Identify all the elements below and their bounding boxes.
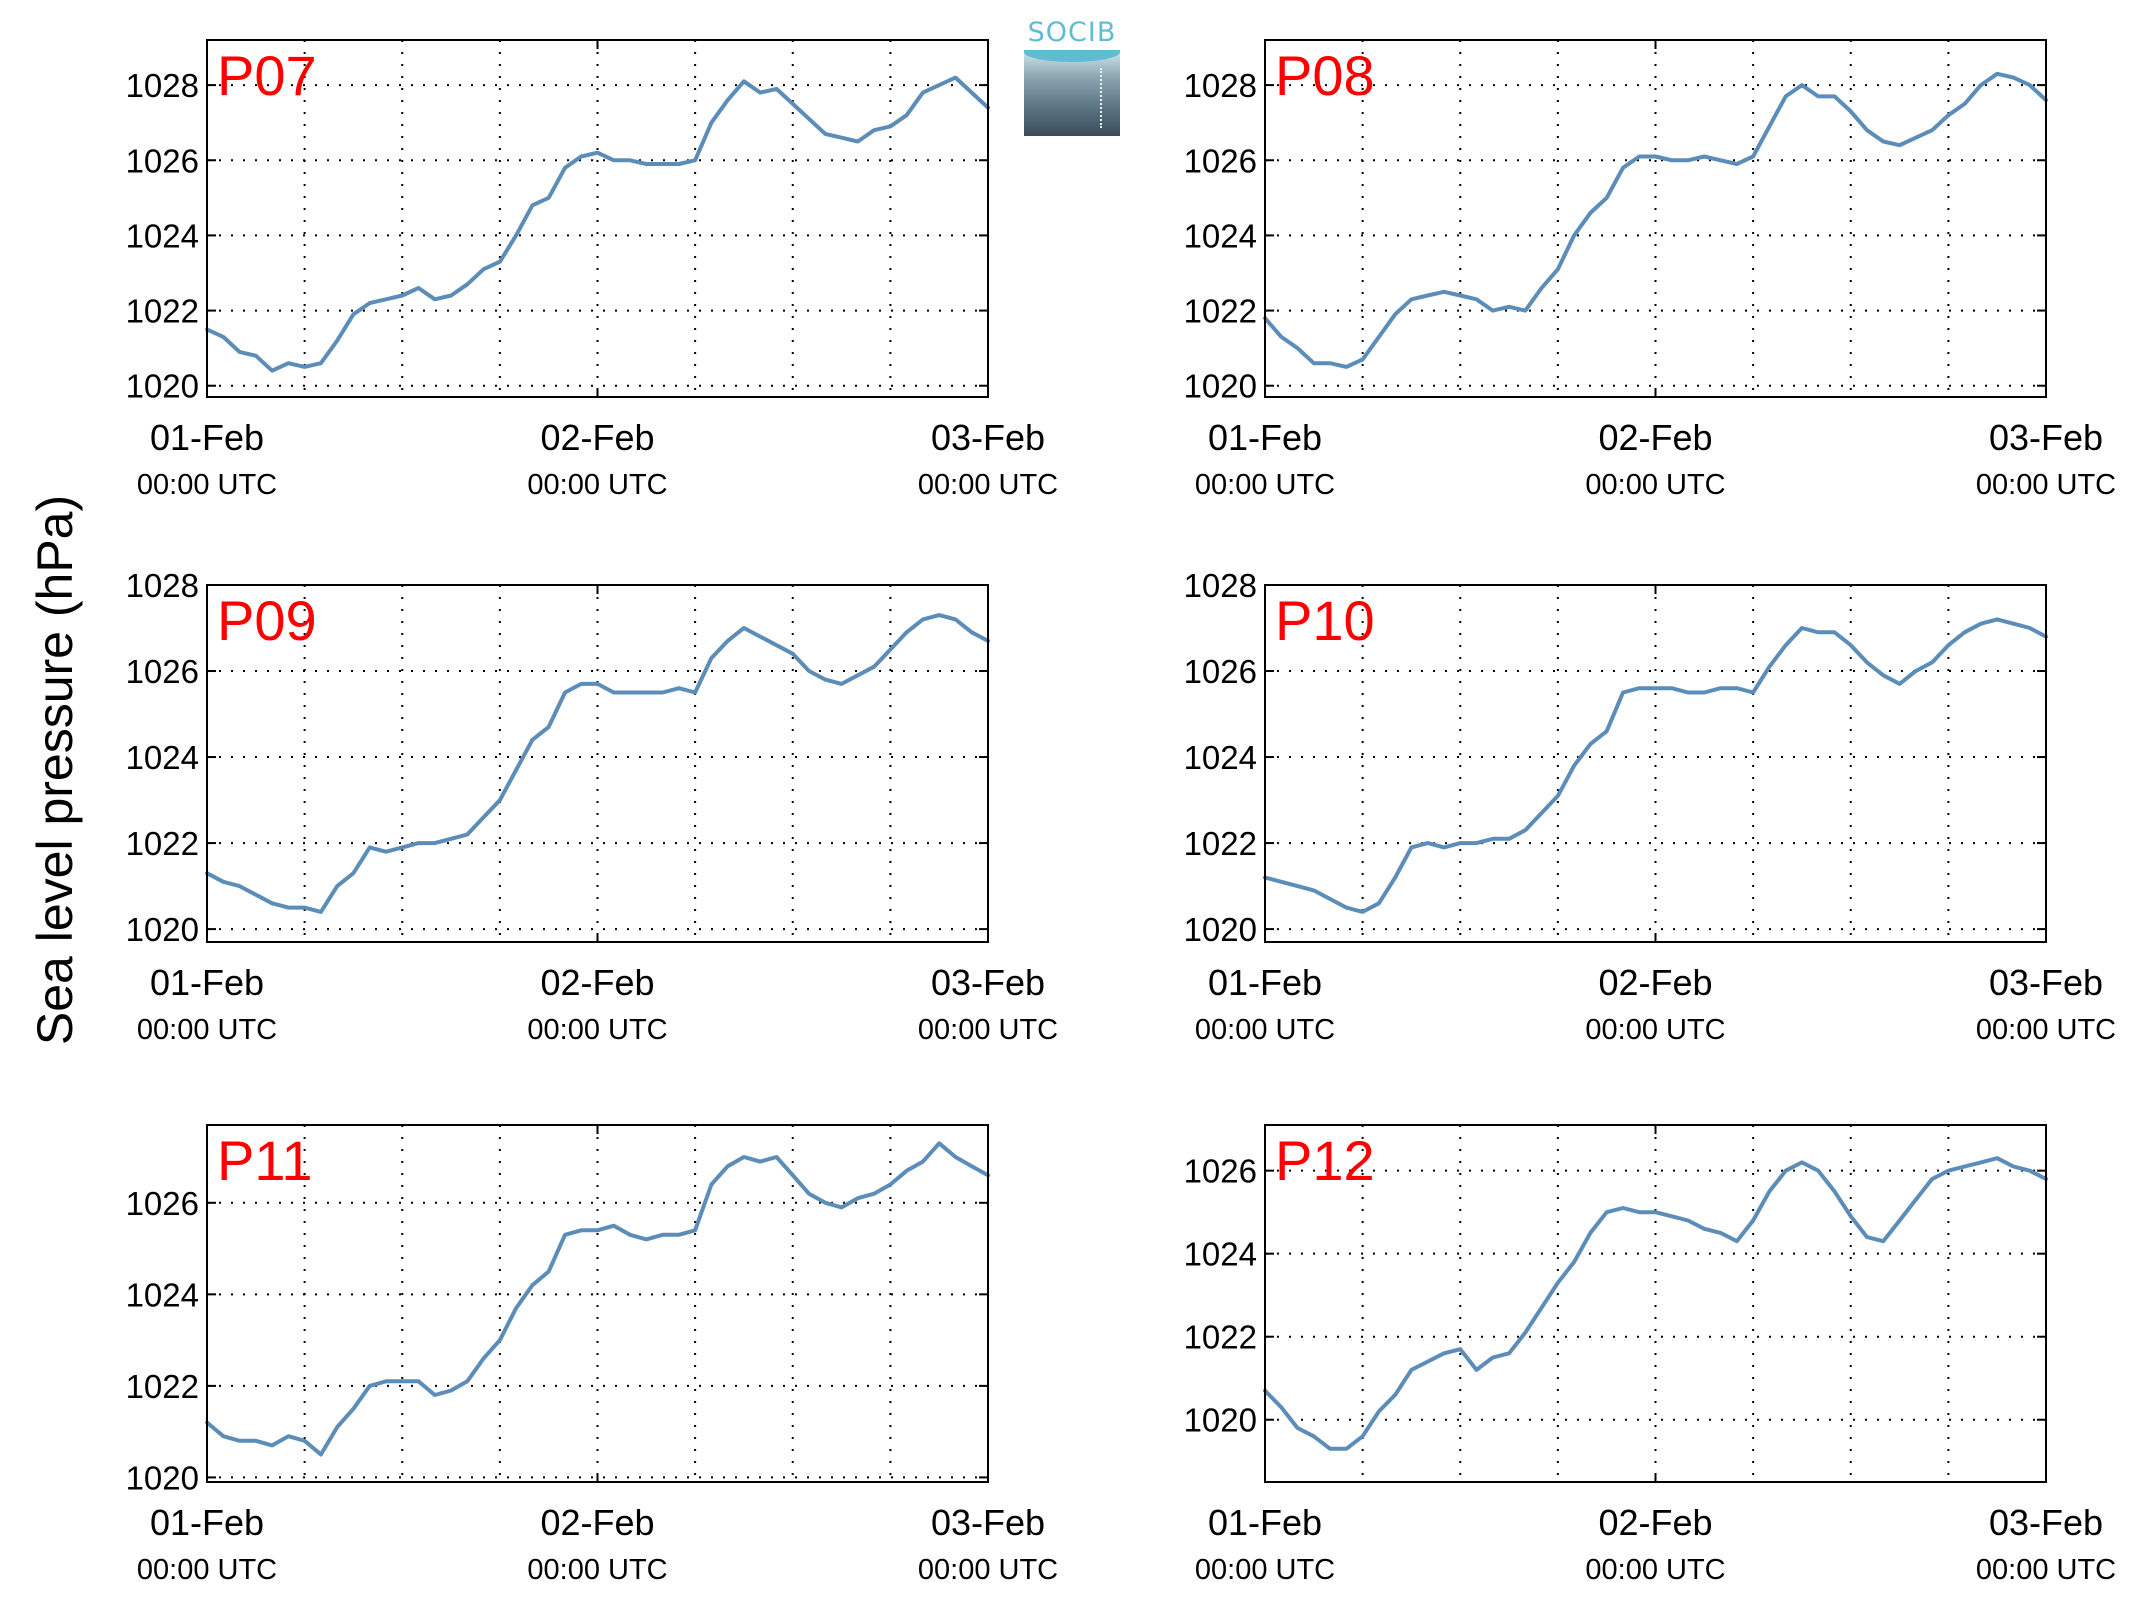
series-line-p07 <box>205 75 990 373</box>
y-tick-label: 1024 <box>1184 1236 1257 1273</box>
x-tick-label-time: 00:00 UTC <box>1585 1554 1725 1586</box>
y-tick-label: 1020 <box>126 911 199 948</box>
x-tick-label-time: 00:00 UTC <box>1976 469 2116 501</box>
x-tick-label-time: 00:00 UTC <box>137 1014 277 1046</box>
x-tick-label-time: 00:00 UTC <box>137 1554 277 1586</box>
x-tick-label-time: 00:00 UTC <box>527 1554 667 1586</box>
x-tick-label-time: 00:00 UTC <box>527 1014 667 1046</box>
y-tick-label: 1024 <box>126 1276 199 1313</box>
x-tick-label-time: 00:00 UTC <box>1195 1014 1335 1046</box>
x-tick-label-day: 03-Feb <box>1989 962 2103 1003</box>
y-tick-label: 1022 <box>1184 825 1257 862</box>
x-tick-label-day: 01-Feb <box>1208 417 1322 458</box>
x-tick-label-day: 01-Feb <box>150 1502 264 1543</box>
y-tick-label: 1026 <box>1184 142 1257 179</box>
x-tick-label-day: 01-Feb <box>1208 1502 1322 1543</box>
y-tick-label: 1026 <box>126 142 199 179</box>
x-tick-label-day: 01-Feb <box>1208 962 1322 1003</box>
y-tick-label: 1020 <box>1184 1402 1257 1439</box>
y-tick-label: 1020 <box>126 368 199 405</box>
panel-p10: 1020 1022 1024 1026 1028 01-Feb 00:00 UTC 02-Fe… <box>1184 567 2117 1046</box>
axes-box <box>206 39 989 398</box>
panel-title: P08 <box>1275 44 1375 107</box>
panel-p12: 1020 1022 1024 1026 01-Feb 00:00 UTC 02-Feb 00:… <box>1184 1124 2116 1586</box>
y-tick-label: 1022 <box>1184 293 1257 330</box>
x-tick-label-time: 00:00 UTC <box>1195 1554 1335 1586</box>
y-tick-label: 1026 <box>126 653 199 690</box>
series-line-p12 <box>1263 1156 2048 1451</box>
y-tick-label: 1024 <box>1184 739 1257 776</box>
x-tick-label-day: 01-Feb <box>150 417 264 458</box>
panel-p08: 1020 1022 1024 1026 1028 01-Feb 00:00 UTC 02-Fe… <box>1184 39 2116 501</box>
panel-p11: 1020 1022 1024 1026 01-Feb 00:00 UTC 02-Feb 00:… <box>126 1124 1058 1586</box>
x-tick-label-day: 02-Feb <box>1598 962 1712 1003</box>
y-tick-label: 1026 <box>1184 1153 1257 1190</box>
x-tick-label-day: 03-Feb <box>931 417 1045 458</box>
y-tick-label: 1024 <box>126 217 199 254</box>
x-tick-label-time: 00:00 UTC <box>527 469 667 501</box>
series-line-p09 <box>205 613 990 914</box>
x-tick-label-time: 00:00 UTC <box>1585 1014 1725 1046</box>
x-tick-label-day: 03-Feb <box>931 1502 1045 1543</box>
socib-logo-text: SOCIB <box>1027 17 1117 48</box>
y-tick-label: 1022 <box>126 293 199 330</box>
y-tick-label: 1024 <box>1184 217 1257 254</box>
y-tick-label: 1022 <box>126 825 199 862</box>
panel-p07: 1020 1022 1024 1026 1028 01-Feb 00:00 UTC 02-Fe… <box>126 39 1058 501</box>
x-tick-label-day: 02-Feb <box>540 417 654 458</box>
y-tick-label: 1020 <box>126 1459 199 1496</box>
chart-panels: 1020 1022 1024 1026 1028 01-Feb 00:00 UTC 02-Fe… <box>126 39 2117 1586</box>
x-tick-label-time: 00:00 UTC <box>1976 1014 2116 1046</box>
y-tick-label: 1024 <box>126 739 199 776</box>
axes-box <box>206 1124 989 1483</box>
y-tick-label: 1028 <box>126 67 199 104</box>
x-tick-label-time: 00:00 UTC <box>1195 469 1335 501</box>
x-tick-label-day: 03-Feb <box>931 962 1045 1003</box>
x-tick-label-day: 03-Feb <box>1989 417 2103 458</box>
panel-title: P07 <box>217 44 317 107</box>
x-tick-label-day: 02-Feb <box>1598 417 1712 458</box>
socib-logo-image <box>1024 50 1120 136</box>
y-tick-label: 1028 <box>1184 67 1257 104</box>
x-tick-label-day: 02-Feb <box>1598 1502 1712 1543</box>
socib-logo: SOCIB <box>1022 17 1122 136</box>
x-tick-label-day: 01-Feb <box>150 962 264 1003</box>
y-tick-label: 1026 <box>1184 653 1257 690</box>
y-tick-label: 1026 <box>126 1185 199 1222</box>
x-tick-label-day: 03-Feb <box>1989 1502 2103 1543</box>
axes-box <box>1264 584 2047 943</box>
series-line-p11 <box>205 1141 990 1457</box>
x-tick-label-time: 00:00 UTC <box>918 469 1058 501</box>
x-tick-label-day: 02-Feb <box>540 962 654 1003</box>
panel-p09: 1020 1022 1024 1026 1028 01-Feb 00:00 UTC 02-Fe… <box>126 567 1059 1046</box>
x-tick-label-day: 02-Feb <box>540 1502 654 1543</box>
panel-title: P09 <box>217 589 317 652</box>
y-tick-label: 1022 <box>1184 1319 1257 1356</box>
axes-box <box>206 584 989 943</box>
axes-box <box>1264 39 2047 398</box>
panel-title: P12 <box>1275 1129 1375 1192</box>
x-tick-label-time: 00:00 UTC <box>918 1554 1058 1586</box>
y-tick-label: 1020 <box>1184 368 1257 405</box>
panel-title: P10 <box>1275 589 1375 652</box>
y-tick-label: 1028 <box>126 567 199 604</box>
panel-title: P11 <box>217 1129 312 1192</box>
y-tick-label: 1028 <box>1184 567 1257 604</box>
x-tick-label-time: 00:00 UTC <box>137 469 277 501</box>
series-line-p08 <box>1263 71 2048 369</box>
y-tick-label: 1022 <box>126 1368 199 1405</box>
socib-logo-dots <box>1100 68 1102 128</box>
x-tick-label-time: 00:00 UTC <box>1976 1554 2116 1586</box>
x-tick-label-time: 00:00 UTC <box>918 1014 1058 1046</box>
series-line-p10 <box>1263 617 2048 914</box>
y-axis-label: Sea level pressure (hPa) <box>27 495 83 1045</box>
x-tick-label-time: 00:00 UTC <box>1585 469 1725 501</box>
socib-logo-wave <box>1024 50 1120 62</box>
axes-box <box>1264 1124 2047 1483</box>
y-tick-label: 1020 <box>1184 911 1257 948</box>
